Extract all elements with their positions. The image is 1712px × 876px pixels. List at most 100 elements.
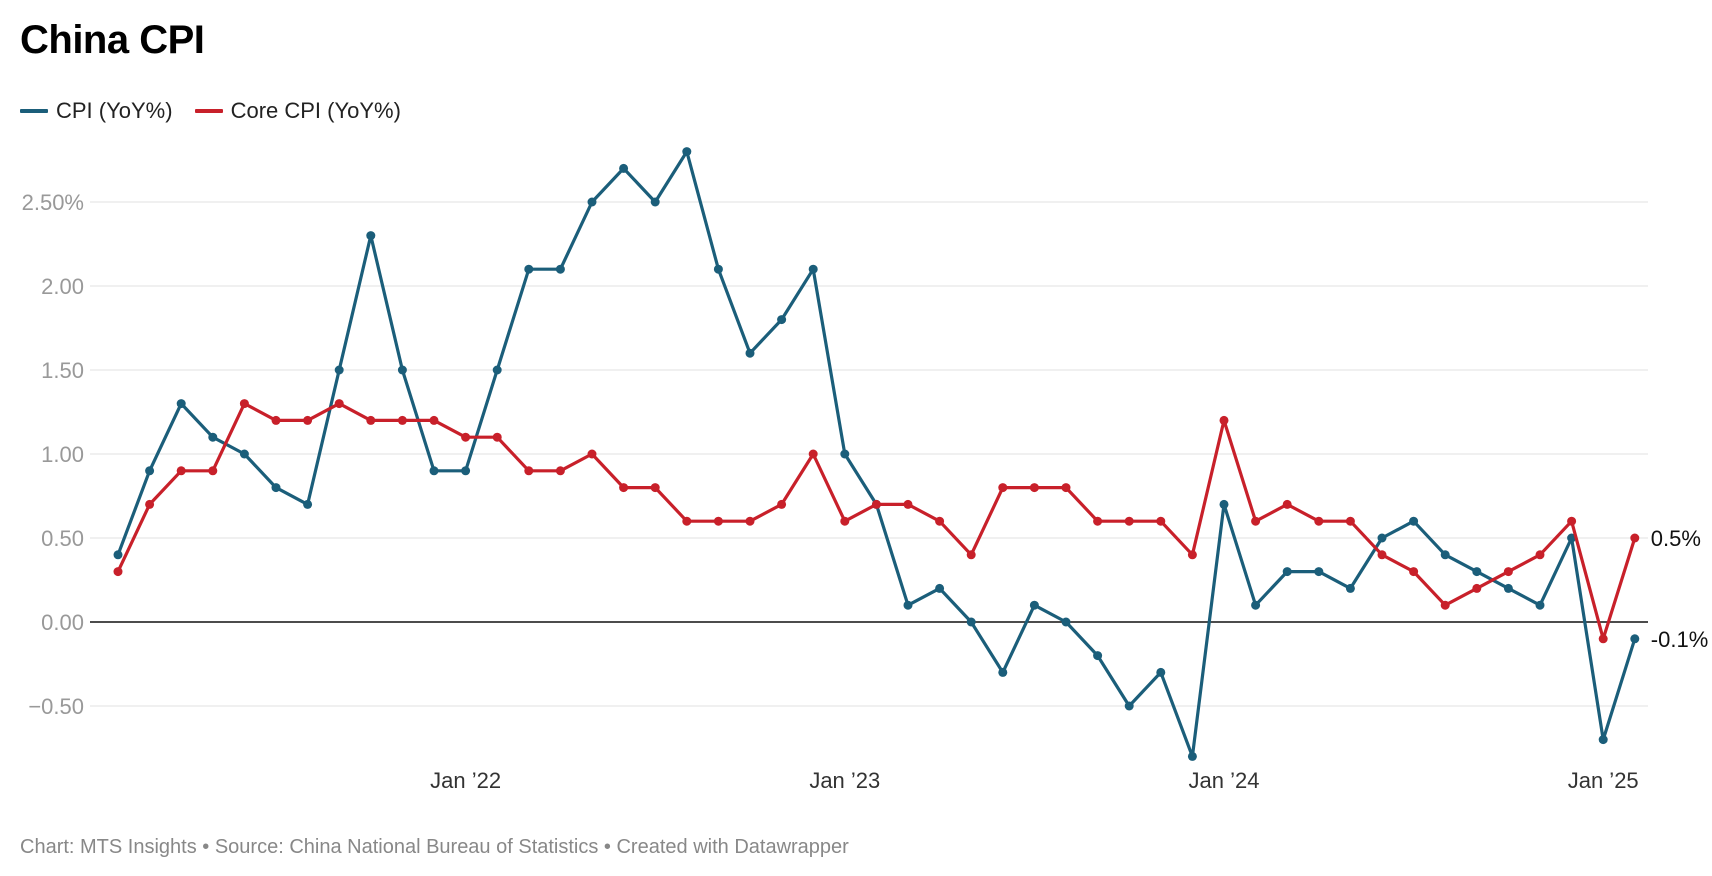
data-point xyxy=(1124,516,1134,526)
data-point xyxy=(176,399,186,409)
data-point xyxy=(903,600,913,610)
data-point xyxy=(1377,550,1387,560)
data-point xyxy=(1029,483,1039,493)
data-point xyxy=(1472,583,1482,593)
data-point xyxy=(1409,567,1419,577)
data-point xyxy=(1156,516,1166,526)
data-point xyxy=(713,264,723,274)
y-tick-label: −0.50 xyxy=(28,694,84,719)
data-point xyxy=(1503,583,1513,593)
legend-swatch-cpi xyxy=(20,109,48,113)
data-point xyxy=(1282,499,1292,509)
data-point xyxy=(1440,550,1450,560)
data-point xyxy=(1535,600,1545,610)
data-point xyxy=(1219,415,1229,425)
data-point xyxy=(998,483,1008,493)
legend-label-core-cpi: Core CPI (YoY%) xyxy=(230,98,401,123)
data-point xyxy=(113,567,123,577)
data-point xyxy=(1503,567,1513,577)
data-point xyxy=(1598,735,1608,745)
data-point xyxy=(492,432,502,442)
data-point xyxy=(713,516,723,526)
data-point xyxy=(271,483,281,493)
data-point xyxy=(1061,483,1071,493)
data-point xyxy=(1630,634,1640,644)
y-tick-label: 1.50 xyxy=(41,358,84,383)
data-point xyxy=(492,365,502,375)
data-point xyxy=(1314,567,1324,577)
data-point xyxy=(1251,516,1261,526)
data-point xyxy=(208,432,218,442)
data-point xyxy=(1251,600,1261,610)
data-point xyxy=(966,617,976,627)
end-label-core-cpi: 0.5% xyxy=(1651,526,1701,551)
data-point xyxy=(966,550,976,560)
data-point xyxy=(1156,667,1166,677)
data-point xyxy=(555,264,565,274)
data-point xyxy=(1029,600,1039,610)
data-point xyxy=(1440,600,1450,610)
data-point xyxy=(745,348,755,358)
data-point xyxy=(334,365,344,375)
data-point xyxy=(808,264,818,274)
y-tick-label: 2.00 xyxy=(41,274,84,299)
data-point xyxy=(303,499,313,509)
chart-title: China CPI xyxy=(20,18,205,62)
x-tick-label: Jan ’24 xyxy=(1189,768,1260,793)
data-point xyxy=(461,466,471,476)
data-point xyxy=(271,415,281,425)
data-point xyxy=(1472,567,1482,577)
data-point xyxy=(840,449,850,459)
y-tick-label: 0.00 xyxy=(41,610,84,635)
data-point xyxy=(650,197,660,207)
legend-swatch-core-cpi xyxy=(194,109,223,113)
data-point xyxy=(334,399,344,409)
data-point xyxy=(113,550,123,560)
x-tick-label: Jan ’23 xyxy=(809,768,880,793)
data-point xyxy=(1187,751,1197,761)
data-point xyxy=(1061,617,1071,627)
data-point xyxy=(145,499,155,509)
data-point xyxy=(1345,516,1355,526)
data-point xyxy=(1567,533,1577,543)
y-tick-label: 1.00 xyxy=(41,442,84,467)
data-point xyxy=(239,449,249,459)
data-point xyxy=(397,365,407,375)
data-point xyxy=(1535,550,1545,560)
data-point xyxy=(303,415,313,425)
data-point xyxy=(461,432,471,442)
data-point xyxy=(587,449,597,459)
data-point xyxy=(1345,583,1355,593)
data-point xyxy=(998,667,1008,677)
data-point xyxy=(1282,567,1292,577)
legend-label-cpi: CPI (YoY%) xyxy=(56,98,173,123)
series-line-core-cpi xyxy=(116,402,1637,641)
data-point xyxy=(397,415,407,425)
data-point xyxy=(366,415,376,425)
data-point xyxy=(1124,701,1134,711)
data-point xyxy=(619,163,629,173)
data-point xyxy=(745,516,755,526)
data-point xyxy=(176,466,186,476)
data-point xyxy=(366,231,376,241)
data-point xyxy=(1187,550,1197,560)
data-point xyxy=(239,399,249,409)
data-point xyxy=(208,466,218,476)
data-point xyxy=(682,516,692,526)
y-tick-label: 0.50 xyxy=(41,526,84,551)
data-point xyxy=(555,466,565,476)
data-point xyxy=(524,264,534,274)
data-point xyxy=(935,516,945,526)
x-tick-label: Jan ’25 xyxy=(1568,768,1639,793)
data-point xyxy=(1219,499,1229,509)
data-point xyxy=(1314,516,1324,526)
data-point xyxy=(1567,516,1577,526)
data-point xyxy=(1409,516,1419,526)
x-tick-label: Jan ’22 xyxy=(430,768,501,793)
data-point xyxy=(903,499,913,509)
data-point xyxy=(1377,533,1387,543)
data-point xyxy=(808,449,818,459)
data-point xyxy=(650,483,660,493)
data-point xyxy=(619,483,629,493)
